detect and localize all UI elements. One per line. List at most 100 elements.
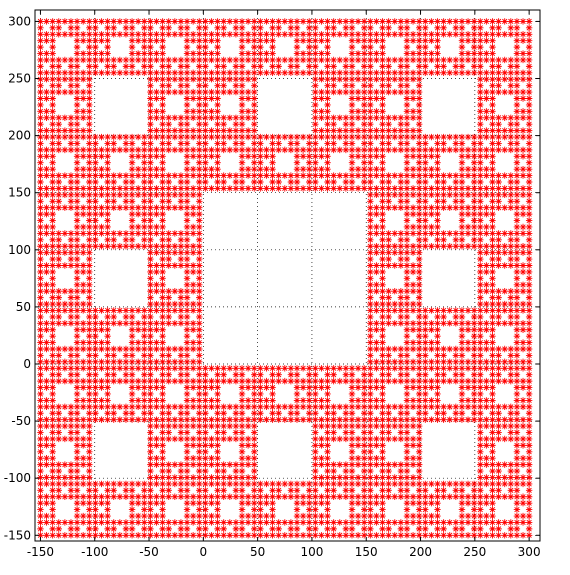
data-point [257,365,264,372]
data-point [397,352,405,359]
data-point [318,18,325,25]
data-point [183,18,191,25]
data-point [293,416,301,423]
data-point [422,519,429,526]
data-point [73,82,81,89]
data-point [128,18,136,25]
data-point [470,371,478,378]
data-point [397,487,405,494]
data-point [251,146,258,154]
data-point [507,365,515,372]
data-point [477,455,484,462]
data-point [477,153,484,160]
data-point [513,159,521,166]
data-point [37,339,44,346]
data-point [79,442,87,449]
data-point [141,146,148,154]
data-point [49,487,56,494]
data-point [397,377,405,385]
data-point [61,204,69,211]
data-point [98,37,105,44]
data-point [403,448,411,455]
data-point [477,140,484,147]
data-point [92,165,99,173]
data-point [43,455,50,462]
data-point [171,288,179,295]
data-point [189,56,197,64]
data-point [79,18,87,25]
data-point [269,410,276,417]
data-point [141,358,148,366]
data-point [330,365,337,372]
data-point [275,146,282,154]
data-point [519,307,527,314]
data-point [159,178,166,186]
data-point [269,493,276,500]
data-point [477,198,484,205]
data-point [73,397,81,404]
data-point [159,281,166,288]
data-point [43,114,50,121]
data-point [348,146,356,154]
data-point [183,442,191,449]
data-point [293,403,301,411]
data-point [458,525,466,533]
x-tick-label: -50 [139,545,159,559]
data-point [214,442,221,449]
data-point [495,204,502,211]
data-point [397,236,405,244]
data-point [196,403,203,411]
data-point [238,127,246,134]
data-point [361,69,368,77]
data-point [385,146,392,154]
data-point [391,56,398,64]
data-point [318,50,325,57]
data-point [134,223,142,231]
data-point [470,512,478,520]
data-point [318,37,325,44]
data-point [373,281,380,288]
data-point [171,185,179,192]
data-point [86,50,93,57]
data-point [263,493,270,500]
data-point [348,371,356,378]
data-point [98,153,105,160]
y-tick-label: 250 [8,72,31,86]
data-point [415,506,423,513]
data-point [513,88,521,96]
data-point [189,281,197,288]
data-point [86,243,93,250]
data-point [373,384,380,391]
data-point [477,410,484,417]
data-point [330,88,337,96]
data-point [513,95,521,102]
data-point [501,127,508,134]
data-point [312,474,319,481]
data-point [98,384,105,391]
data-point [415,390,423,398]
data-point [238,50,246,57]
data-point [61,185,69,192]
data-point [67,365,75,372]
data-point [263,377,270,385]
data-point [147,345,154,353]
data-point [348,448,356,455]
data-point [196,416,203,423]
data-point [159,403,166,411]
data-point [354,37,362,44]
data-point [183,43,191,51]
data-point [513,18,521,25]
data-point [483,416,490,423]
data-point [519,204,527,211]
data-point [324,512,331,520]
data-point [122,487,130,494]
data-point [220,371,227,378]
data-point [379,249,386,256]
data-point [183,352,191,359]
data-point [379,300,386,308]
data-point [507,416,515,423]
data-point [464,326,472,333]
data-point [336,127,343,134]
data-point [116,519,124,526]
data-point [269,371,276,378]
